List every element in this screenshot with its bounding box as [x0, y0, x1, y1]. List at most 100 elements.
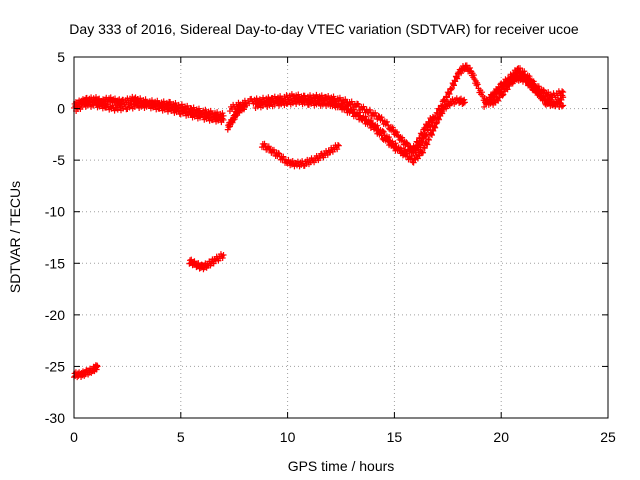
data-point: [500, 91, 507, 98]
series-arc-late-d: [481, 65, 567, 110]
data-point: [167, 98, 174, 105]
data-point: [421, 145, 428, 152]
data-point: [195, 105, 202, 112]
data-point: [372, 109, 379, 116]
data-point: [378, 114, 385, 121]
chart-title: Day 333 of 2016, Sidereal Day-to-day VTE…: [69, 21, 579, 37]
data-point: [558, 103, 565, 110]
data-point: [399, 134, 406, 141]
data-point: [495, 97, 502, 104]
data-point: [461, 96, 468, 103]
data-point: [368, 122, 375, 129]
data-point: [197, 114, 204, 121]
data-point: [342, 103, 349, 110]
y-tick-label: 0: [57, 101, 65, 117]
data-point: [490, 93, 497, 100]
data-point: [265, 143, 272, 150]
data-point: [162, 103, 169, 110]
data-point: [354, 110, 361, 117]
data-point: [202, 106, 209, 113]
data-point: [348, 107, 355, 114]
data-point: [478, 89, 485, 96]
data-points: [71, 62, 567, 381]
data-point: [365, 118, 372, 125]
series-arc-bottom-0h: [71, 362, 101, 381]
data-point: [178, 101, 185, 108]
data-point: [429, 113, 436, 120]
data-point: [424, 123, 431, 130]
data-point: [460, 100, 467, 107]
data-point: [360, 103, 367, 110]
data-point: [109, 102, 116, 109]
data-point: [330, 98, 337, 105]
data-point: [417, 135, 424, 142]
x-tick-label: 20: [493, 429, 509, 445]
data-point: [184, 102, 191, 109]
data-point: [372, 123, 379, 130]
data-point: [390, 143, 397, 150]
data-point: [383, 135, 390, 142]
data-point: [355, 101, 362, 108]
data-point: [423, 140, 430, 147]
data-point: [559, 88, 566, 95]
data-point: [420, 144, 427, 151]
data-point: [558, 92, 565, 99]
data-point: [280, 153, 287, 160]
data-point: [446, 91, 453, 98]
y-tick-label: -5: [53, 152, 66, 168]
series-arc-main-mid-c: [327, 98, 436, 157]
data-point: [377, 128, 384, 135]
data-point: [395, 144, 402, 151]
data-point: [428, 131, 435, 138]
x-tick-label: 10: [280, 429, 296, 445]
data-point: [450, 82, 457, 89]
data-point: [90, 102, 97, 109]
series-arc-main-mid-b: [252, 95, 468, 166]
data-point: [357, 113, 364, 120]
x-tick-label: 5: [177, 429, 185, 445]
data-point: [111, 107, 118, 114]
data-point: [92, 98, 99, 105]
data-point: [383, 118, 390, 125]
y-tick-label: -10: [45, 204, 65, 220]
data-point: [485, 99, 492, 106]
x-tick-label: 25: [600, 429, 616, 445]
data-point: [505, 76, 512, 83]
data-point: [560, 102, 567, 109]
data-point: [393, 129, 400, 136]
data-point: [389, 124, 396, 131]
data-point: [219, 110, 226, 117]
data-point: [145, 100, 152, 107]
data-point: [94, 363, 101, 370]
data-point: [414, 139, 421, 146]
data-point: [499, 92, 506, 99]
data-point: [419, 148, 426, 155]
data-point: [174, 105, 181, 112]
data-point: [443, 93, 450, 100]
data-point: [214, 109, 221, 116]
data-point: [360, 114, 367, 121]
data-point: [504, 86, 511, 93]
data-point: [192, 110, 199, 117]
data-point: [375, 112, 382, 119]
data-point: [408, 153, 415, 160]
data-point: [342, 96, 349, 103]
data-point: [470, 72, 477, 79]
y-tick-label: -25: [45, 358, 65, 374]
data-point: [348, 98, 355, 105]
plot-frame: [73, 56, 609, 419]
data-point: [487, 96, 494, 103]
data-point: [270, 146, 277, 153]
data-point: [494, 89, 501, 96]
data-point: [467, 64, 474, 71]
data-point: [335, 100, 342, 107]
y-tick-label: -30: [45, 410, 65, 426]
data-point: [420, 149, 427, 156]
data-point: [172, 100, 179, 107]
x-tick-label: 0: [70, 429, 78, 445]
data-point: [143, 103, 150, 110]
data-point: [418, 131, 425, 138]
data-point: [220, 252, 227, 259]
data-point: [461, 99, 468, 106]
data-point: [334, 146, 341, 153]
